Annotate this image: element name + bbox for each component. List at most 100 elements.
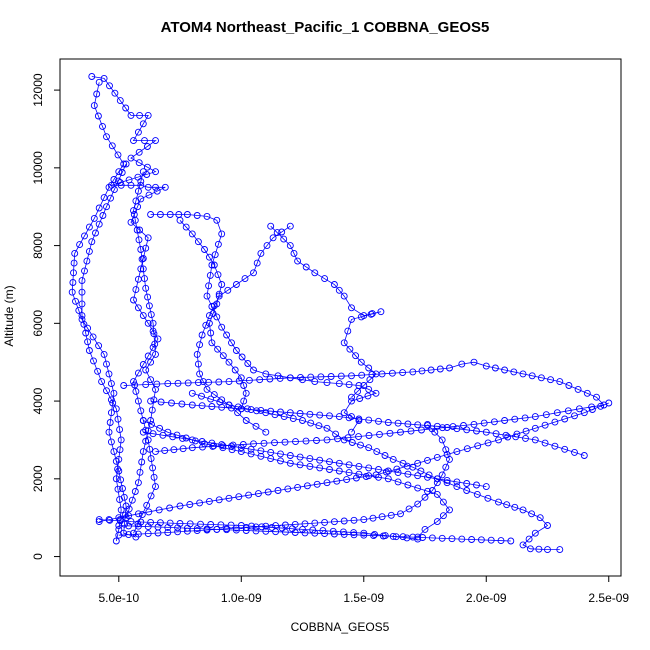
data-point <box>306 462 314 470</box>
data-point <box>99 122 106 130</box>
data-point <box>397 428 404 436</box>
data-point <box>511 415 519 423</box>
data-point <box>201 246 208 253</box>
data-point <box>103 203 110 211</box>
data-point <box>197 520 204 528</box>
data-point <box>571 448 578 456</box>
data-point <box>417 467 425 475</box>
data-point <box>335 380 343 388</box>
data-point <box>100 74 108 82</box>
data-point <box>356 395 364 402</box>
data-point <box>446 506 453 514</box>
data-point <box>223 331 231 339</box>
data-point <box>360 516 368 524</box>
data-point <box>414 472 422 480</box>
data-point <box>343 476 351 484</box>
data-point <box>528 510 536 518</box>
data-point <box>183 527 191 535</box>
data-point <box>491 364 499 372</box>
data-point <box>301 520 309 528</box>
data-point <box>176 502 184 510</box>
data-point <box>418 426 425 434</box>
data-point <box>453 425 461 433</box>
data-point <box>264 488 272 496</box>
data-point <box>142 284 150 292</box>
data-point <box>421 493 429 501</box>
y-axis: 0 2000 4000 6000 8000 10000 12000 <box>31 73 60 560</box>
data-point <box>556 378 564 386</box>
data-point <box>399 533 407 541</box>
data-point <box>205 253 213 261</box>
data-point <box>95 220 103 228</box>
data-point <box>216 398 224 406</box>
data-point <box>107 380 115 388</box>
data-point <box>219 442 227 450</box>
data-point <box>219 444 227 452</box>
data-point <box>68 288 76 296</box>
y-tick-label: 2000 <box>31 465 45 492</box>
data-point <box>139 428 147 436</box>
data-point <box>278 524 286 532</box>
data-point <box>193 350 201 358</box>
data-point <box>382 468 390 476</box>
data-point <box>348 439 356 446</box>
data-point <box>136 226 144 234</box>
data-point <box>186 501 194 508</box>
x-tick-label: 2.5e-09 <box>588 591 629 605</box>
data-point <box>136 111 144 119</box>
data-point <box>531 424 539 432</box>
data-point <box>152 183 159 191</box>
data-point <box>198 392 205 400</box>
data-point <box>98 378 106 386</box>
data-point <box>551 442 559 450</box>
data-point <box>149 319 157 327</box>
data-point <box>443 424 451 431</box>
data-point <box>313 437 320 444</box>
data-point <box>495 436 502 444</box>
data-point <box>99 212 107 219</box>
data-point <box>116 496 124 504</box>
data-point <box>386 429 394 437</box>
data-point <box>147 518 155 526</box>
data-point <box>231 366 239 374</box>
data-point <box>453 483 461 491</box>
data-point <box>176 216 184 224</box>
y-tick-label: 12000 <box>31 73 45 107</box>
data-point <box>504 433 512 441</box>
data-point <box>188 444 196 452</box>
data-point <box>574 385 582 393</box>
data-point <box>139 265 147 273</box>
data-point <box>262 409 270 417</box>
data-point <box>372 471 380 479</box>
data-point <box>147 417 155 424</box>
data-point <box>544 522 551 529</box>
data-point <box>350 529 358 537</box>
data-point <box>147 455 155 463</box>
data-point <box>149 343 157 351</box>
data-point <box>474 442 482 450</box>
data-point <box>219 352 227 360</box>
data-point <box>319 527 327 535</box>
data-point <box>511 503 519 511</box>
data-point <box>321 275 329 283</box>
data-point <box>507 537 515 545</box>
data-point <box>593 393 600 401</box>
data-point <box>154 529 162 537</box>
data-point <box>194 238 202 246</box>
data-point <box>95 78 103 86</box>
data-point <box>205 319 213 327</box>
data-point <box>156 424 164 432</box>
data-point <box>132 286 140 294</box>
data-point <box>256 376 264 384</box>
data-point <box>215 290 223 298</box>
data-point <box>115 168 123 176</box>
data-point <box>281 438 289 446</box>
data-point <box>337 372 345 380</box>
data-point <box>134 304 142 312</box>
data-point <box>132 387 140 395</box>
data-point <box>309 526 317 534</box>
data-point <box>174 528 182 536</box>
data-point <box>340 517 348 525</box>
data-point <box>115 531 123 539</box>
data-point <box>94 112 102 120</box>
